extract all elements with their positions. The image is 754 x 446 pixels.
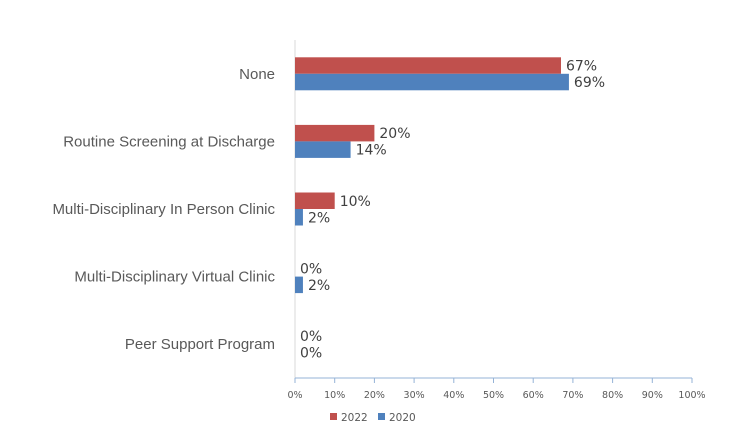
- x-tick-label: 70%: [562, 390, 583, 401]
- x-axis: 0% 10% 20% 30% 40% 50% 60% 70% 80% 90% 100%: [287, 377, 706, 401]
- bar-2022-0: [295, 57, 561, 74]
- data-label-2022-3: 0%: [300, 261, 322, 277]
- category-label: Multi-Disciplinary In Person Clinic: [52, 201, 275, 218]
- data-label-2022-4: 0%: [300, 329, 322, 345]
- data-label-2022-0: 67%: [566, 59, 597, 75]
- data-label-2020-2: 2%: [308, 210, 330, 226]
- legend-label-2022: 2022: [341, 412, 368, 424]
- legend-label-2020: 2020: [389, 412, 416, 424]
- x-tick-label: 10%: [324, 390, 345, 401]
- x-tick-label: 90%: [642, 390, 663, 401]
- bar-2022-2: [295, 192, 335, 209]
- bar-2020-0: [295, 73, 569, 91]
- bars: [295, 57, 569, 294]
- bar-2020-2: [295, 209, 303, 226]
- bar-2020-1: [295, 141, 351, 158]
- x-tick-label: 40%: [443, 390, 464, 401]
- data-label-2020-1: 14%: [356, 143, 387, 159]
- data-label-2020-0: 69%: [574, 75, 605, 91]
- x-tick-label: 80%: [602, 390, 623, 401]
- legend-swatch-2020: [378, 413, 385, 420]
- legend: 2022 2020: [330, 412, 416, 424]
- category-axis: None Routine Screening at Discharge Multi-…: [52, 40, 296, 378]
- legend-swatch-2022: [330, 413, 337, 420]
- x-tick-label: 0%: [287, 390, 302, 401]
- category-label: Routine Screening at Discharge: [63, 133, 275, 150]
- value-labels: 67%20%10%0%0%69%14%2%2%0%: [300, 59, 605, 362]
- bar-2022-1: [295, 124, 375, 142]
- x-tick-label: 50%: [483, 390, 504, 401]
- x-tick-label: 100%: [678, 390, 705, 401]
- category-label: None: [239, 66, 275, 83]
- data-label-2022-1: 20%: [379, 126, 410, 142]
- data-label-2022-2: 10%: [340, 194, 371, 210]
- x-tick-label: 60%: [523, 390, 544, 401]
- x-tick-label: 30%: [404, 390, 425, 401]
- category-label: Multi-Disciplinary Virtual Clinic: [74, 269, 275, 286]
- data-label-2020-3: 2%: [308, 278, 330, 294]
- x-tick-label: 20%: [364, 390, 385, 401]
- bar-2020-3: [295, 276, 303, 294]
- category-label: Peer Support Program: [125, 336, 275, 353]
- data-label-2020-4: 0%: [300, 345, 322, 361]
